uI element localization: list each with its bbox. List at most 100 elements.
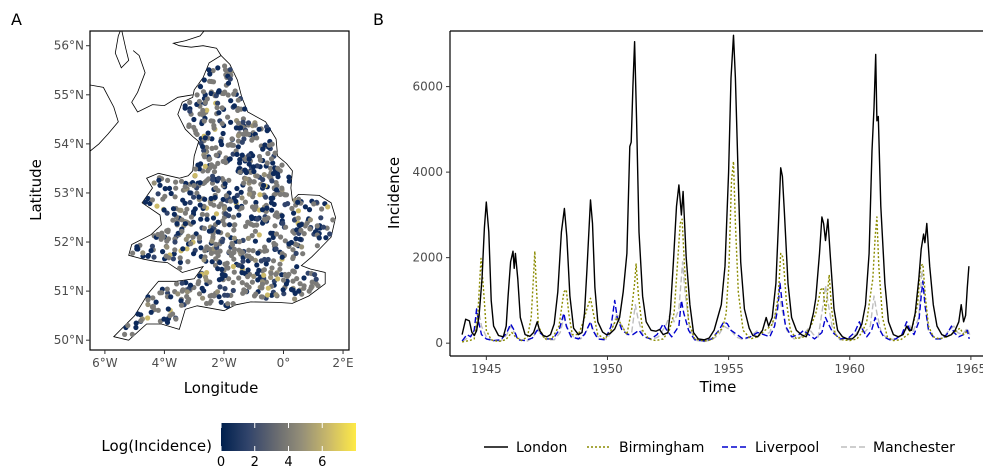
map-point: [196, 281, 201, 286]
map-point: [222, 262, 227, 267]
map-point: [315, 283, 320, 288]
map-point: [271, 258, 276, 263]
colorbar: Log(Incidence) 0246: [101, 423, 356, 468]
map-y-axis-title: Latitude: [27, 159, 45, 221]
map-point: [177, 266, 182, 271]
map-point: [281, 278, 286, 283]
map-point: [169, 191, 174, 196]
legend-label-birmingham: Birmingham: [619, 440, 704, 456]
map-point: [134, 321, 139, 326]
map-point: [191, 251, 196, 256]
series-line-london: [462, 35, 969, 340]
map-point: [244, 282, 249, 287]
map-point: [312, 272, 317, 277]
map-point: [253, 123, 258, 128]
map-point: [251, 274, 256, 279]
map-point: [253, 229, 258, 234]
map-point: [247, 162, 252, 167]
map-point: [180, 281, 185, 286]
map-point: [232, 103, 237, 108]
map-point: [237, 170, 242, 175]
map-point: [198, 180, 203, 185]
ts-x-tick-label: 1950: [592, 362, 623, 376]
map-point: [255, 217, 260, 222]
map-point: [171, 256, 176, 261]
map-point: [183, 221, 188, 226]
map-point: [163, 186, 168, 191]
ts-x-tick-label: 1965: [956, 362, 983, 376]
map-point: [295, 200, 300, 205]
map-point: [269, 178, 274, 183]
map-point: [274, 231, 279, 236]
map-point: [243, 200, 248, 205]
series-line-birmingham: [462, 161, 968, 342]
map-point: [239, 205, 244, 210]
map-point: [272, 223, 277, 228]
map-point: [201, 89, 206, 94]
map-point: [323, 235, 328, 240]
map-point: [145, 315, 150, 320]
map-point: [227, 222, 232, 227]
map-point: [201, 288, 206, 293]
map-point: [191, 125, 196, 130]
map-point: [178, 208, 183, 213]
map-point: [227, 207, 232, 212]
map-point: [318, 215, 323, 220]
map-point: [183, 184, 188, 189]
map-point: [254, 135, 259, 140]
map-point: [180, 287, 185, 292]
map-point: [215, 161, 220, 166]
map-point: [222, 286, 227, 291]
map-point: [260, 294, 265, 299]
map-point: [166, 236, 171, 241]
map-point: [238, 249, 243, 254]
map-point: [277, 262, 282, 267]
map-point: [223, 160, 228, 165]
map-point: [219, 300, 224, 305]
map-point: [228, 76, 233, 81]
map-point: [232, 270, 237, 275]
map-point: [164, 254, 169, 259]
map-point: [283, 273, 288, 278]
map-point: [264, 206, 269, 211]
map-point: [215, 105, 220, 110]
map-y-tick-label: 52°N: [54, 235, 84, 249]
map-point: [236, 133, 241, 138]
map-point: [240, 291, 245, 296]
map-point: [232, 236, 237, 241]
map-point: [221, 131, 226, 136]
map-point: [197, 99, 202, 104]
map-point: [260, 177, 265, 182]
map-point: [299, 244, 304, 249]
map-point: [247, 192, 252, 197]
map-point: [202, 77, 207, 82]
map-point: [240, 153, 245, 158]
panel-label-b: B: [373, 10, 384, 29]
map-point: [257, 192, 262, 197]
panel-label-a: A: [11, 10, 22, 29]
map-point: [262, 267, 267, 272]
map-point: [250, 248, 255, 253]
map-point: [143, 200, 148, 205]
map-point: [239, 190, 244, 195]
ts-x-tick-label: 1955: [713, 362, 744, 376]
map-point: [290, 268, 295, 273]
map-point: [257, 127, 262, 132]
map-point: [178, 260, 183, 265]
map-point: [246, 236, 251, 241]
map-point: [254, 222, 259, 227]
map-point: [150, 295, 155, 300]
map-point: [280, 255, 285, 260]
map-point: [240, 280, 245, 285]
map-x-tick-label: 6°W: [92, 356, 118, 370]
map-point: [187, 122, 192, 127]
map-point: [269, 208, 274, 213]
map-point: [228, 67, 233, 72]
map-point: [184, 207, 189, 212]
map-point: [191, 195, 196, 200]
map-point: [247, 157, 252, 162]
map-point: [296, 208, 301, 213]
ts-y-tick-label: 6000: [412, 80, 443, 94]
map-point: [214, 211, 219, 216]
map-point: [171, 206, 176, 211]
